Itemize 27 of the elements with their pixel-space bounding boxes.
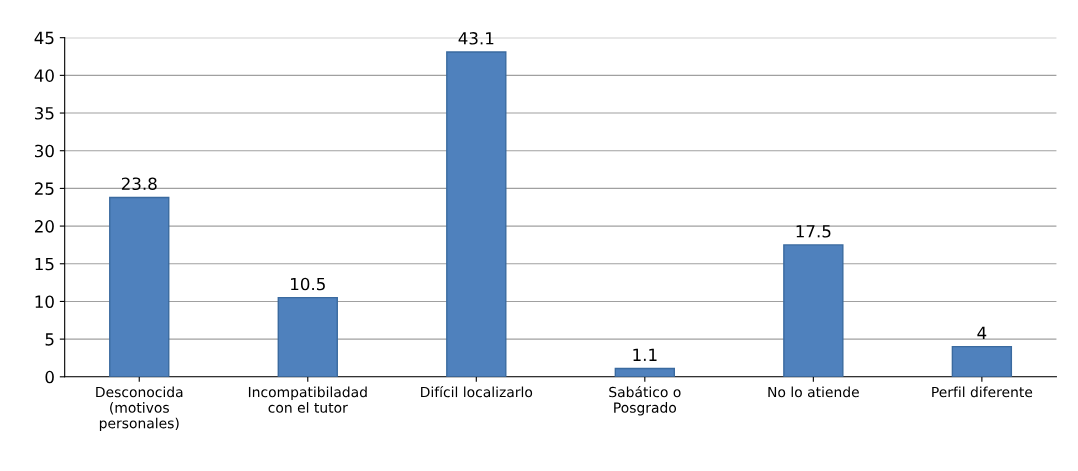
x-tick-label: Perfil diferente (932, 386, 1033, 398)
y-tick-label: 15 (35, 257, 54, 271)
bar (783, 244, 844, 377)
bar (109, 196, 170, 377)
bar (277, 296, 338, 377)
y-tick-label: 30 (35, 144, 54, 158)
data-label: 1.1 (633, 348, 657, 361)
data-label: 43.1 (458, 32, 494, 45)
y-tick-label: 0 (45, 370, 54, 384)
data-label: 4 (977, 326, 987, 340)
bar (951, 345, 1013, 377)
y-tick-label: 40 (34, 69, 54, 82)
x-tick-label: Difícil localizarlo (421, 385, 533, 398)
y-tick-label: 10 (35, 295, 54, 309)
y-tick-label: 20 (34, 220, 54, 233)
data-label: 23.8 (121, 177, 157, 191)
x-tick-label: No lo atiende (768, 386, 859, 398)
bar (446, 51, 507, 377)
data-label: 10.5 (291, 277, 325, 291)
y-tick-label: 35 (35, 107, 54, 120)
data-label: 17.5 (796, 225, 831, 238)
y-tick-label: 45 (34, 31, 54, 45)
y-tick-label: 5 (45, 333, 54, 346)
y-tick-label: 25 (34, 182, 54, 195)
x-tick-label: Sabático o Posgrado (609, 385, 681, 416)
x-tick-label: Desconocida (motivos personales) (96, 386, 183, 432)
x-tick-label: Incompatibiladad con el tutor (248, 386, 367, 413)
